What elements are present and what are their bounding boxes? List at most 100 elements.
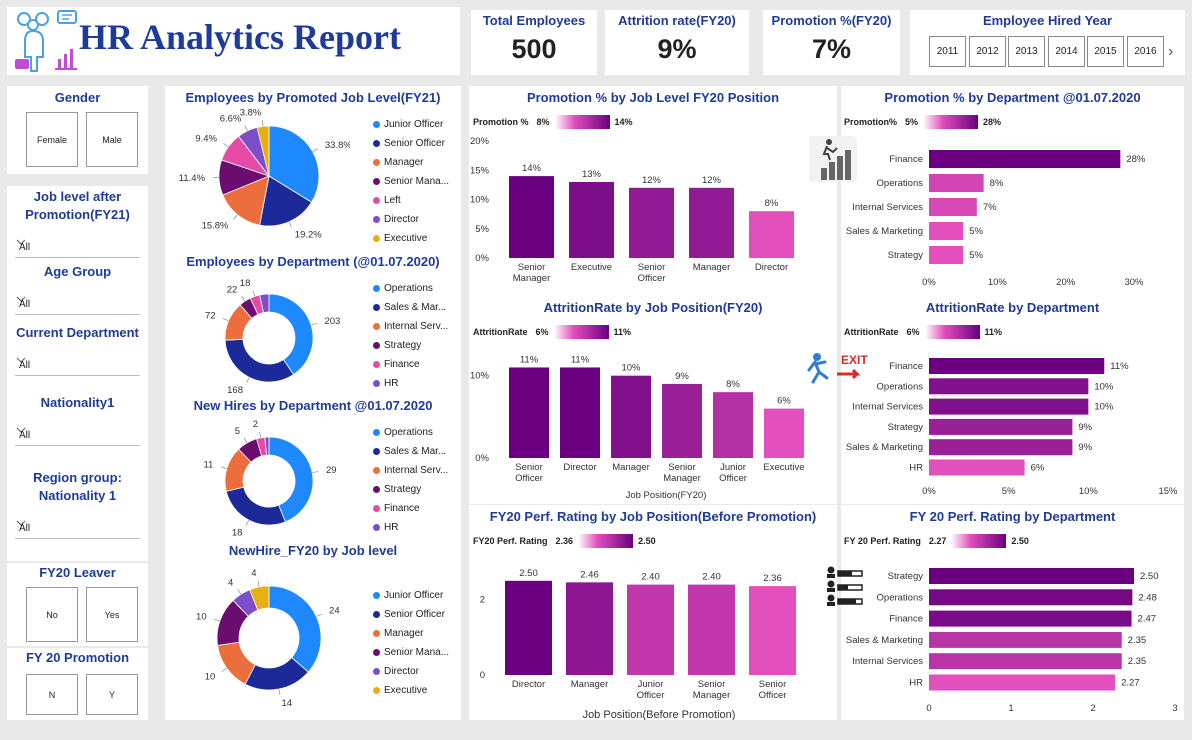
- bar-finance[interactable]: [929, 150, 1121, 168]
- bar-executive[interactable]: [764, 408, 804, 458]
- slice-sales-mar[interactable]: [225, 486, 286, 526]
- legend-item-director[interactable]: Director: [373, 210, 449, 229]
- bar-sales-marketing[interactable]: [929, 439, 1073, 456]
- legend-item-sales-mar[interactable]: Sales & Mar...: [373, 442, 448, 461]
- legend-item-executive[interactable]: Executive: [373, 229, 449, 248]
- data-label: 18: [240, 278, 251, 289]
- legend-item-hr[interactable]: HR: [373, 518, 448, 537]
- bar-finance[interactable]: [929, 358, 1105, 374]
- leaver-no-button[interactable]: No: [26, 587, 78, 642]
- legend-item-sales-mar[interactable]: Sales & Mar...: [373, 298, 448, 317]
- legend-item-director[interactable]: Director: [373, 662, 449, 681]
- job-level-dropdown[interactable]: All: [15, 236, 140, 258]
- next-years-button[interactable]: ›: [1168, 43, 1174, 60]
- chart-title: Promotion % by Job Level FY20 Position: [526, 90, 780, 105]
- legend-item-manager[interactable]: Manager: [373, 624, 449, 643]
- bar-director[interactable]: [505, 580, 552, 675]
- legend-item-finance[interactable]: Finance: [373, 499, 448, 518]
- legend-item-left[interactable]: Left: [373, 191, 449, 210]
- slice-senior-officer[interactable]: [259, 175, 313, 227]
- slice-operations[interactable]: [268, 436, 314, 523]
- data-label: 33.8%: [325, 140, 350, 151]
- x-tick-label: Senior: [759, 679, 786, 690]
- slice-executive[interactable]: [249, 585, 270, 611]
- bar-director[interactable]: [749, 211, 794, 258]
- bar-junior-officer[interactable]: [713, 392, 753, 458]
- slice-junior-officer[interactable]: [268, 585, 322, 673]
- year-button-2014[interactable]: 2014: [1048, 36, 1085, 67]
- bar-sales-marketing[interactable]: [929, 222, 964, 240]
- bar-senior-manager[interactable]: [509, 176, 554, 258]
- year-button-2013[interactable]: 2013: [1008, 36, 1045, 67]
- legend-item-hr[interactable]: HR: [373, 374, 448, 393]
- legend-item-strategy[interactable]: Strategy: [373, 480, 448, 499]
- legend-item-executive[interactable]: Executive: [373, 681, 449, 700]
- bar-senior-officer[interactable]: [509, 367, 549, 458]
- leader-line: [223, 143, 229, 148]
- bar-senior-officer[interactable]: [749, 586, 796, 675]
- bar-internal-services[interactable]: [929, 653, 1122, 670]
- age-group-dropdown[interactable]: All: [15, 293, 140, 315]
- bar-operations[interactable]: [929, 589, 1133, 606]
- x-tick-label: Director: [755, 262, 788, 273]
- region-dropdown[interactable]: All: [15, 517, 140, 539]
- bar-manager[interactable]: [611, 375, 651, 458]
- legend-item-senior-mana[interactable]: Senior Mana...: [373, 643, 449, 662]
- leaver-yes-button[interactable]: Yes: [86, 587, 138, 642]
- legend-item-manager[interactable]: Manager: [373, 153, 449, 172]
- bar-operations[interactable]: [929, 378, 1089, 395]
- slice-hr[interactable]: [264, 436, 270, 456]
- bar-operations[interactable]: [929, 174, 984, 192]
- bar-hr[interactable]: [929, 459, 1025, 476]
- bar-senior-manager[interactable]: [688, 584, 735, 675]
- promotion-n-button[interactable]: N: [26, 674, 78, 715]
- slice-junior-officer[interactable]: [268, 125, 320, 203]
- bar-manager[interactable]: [689, 187, 734, 258]
- year-button-2016[interactable]: 2016: [1127, 36, 1164, 67]
- department-dropdown[interactable]: All: [15, 354, 140, 376]
- bar-sales-marketing[interactable]: [929, 631, 1122, 648]
- legend-item-finance[interactable]: Finance: [373, 355, 448, 374]
- bar-director[interactable]: [560, 367, 600, 458]
- legend-item-internal-serv[interactable]: Internal Serv...: [373, 317, 448, 336]
- slice-hr[interactable]: [259, 293, 270, 314]
- attrition-by-position-chart: 10%0%11%SeniorOfficer11%Director10%Manag…: [470, 354, 805, 501]
- bar-hr[interactable]: [929, 674, 1116, 691]
- legend-item-strategy[interactable]: Strategy: [373, 336, 448, 355]
- bar-finance[interactable]: [929, 610, 1132, 627]
- bar-value-label: 10%: [1094, 381, 1114, 392]
- year-button-2012[interactable]: 2012: [969, 36, 1006, 67]
- bar-internal-services[interactable]: [929, 198, 977, 216]
- bar-strategy[interactable]: [929, 246, 964, 264]
- year-button-2011[interactable]: 2011: [929, 36, 966, 67]
- legend-item-operations[interactable]: Operations: [373, 423, 448, 442]
- gender-female-button[interactable]: Female: [26, 112, 78, 167]
- slice-manager[interactable]: [222, 175, 270, 226]
- legend-item-senior-officer[interactable]: Senior Officer: [373, 134, 449, 153]
- slice-operations[interactable]: [268, 293, 314, 376]
- legend-item-internal-serv[interactable]: Internal Serv...: [373, 461, 448, 480]
- legend-item-junior-officer[interactable]: Junior Officer: [373, 115, 449, 134]
- slice-sales-mar[interactable]: [224, 338, 295, 383]
- bar-strategy[interactable]: [929, 418, 1073, 435]
- dropdown-value: All: [19, 360, 31, 371]
- year-button-2015[interactable]: 2015: [1087, 36, 1124, 67]
- nationality-dropdown[interactable]: All: [15, 424, 140, 446]
- promotion-y-button[interactable]: Y: [86, 674, 138, 715]
- legend-item-senior-officer[interactable]: Senior Officer: [373, 605, 449, 624]
- legend-item-junior-officer[interactable]: Junior Officer: [373, 586, 449, 605]
- legend-item-senior-mana[interactable]: Senior Mana...: [373, 172, 449, 191]
- legend-label: Finance: [384, 359, 420, 370]
- gender-male-button[interactable]: Male: [86, 112, 138, 167]
- bar-strategy[interactable]: [929, 568, 1134, 584]
- bar-manager[interactable]: [566, 582, 613, 675]
- bar-senior-officer[interactable]: [629, 187, 674, 258]
- legend-item-operations[interactable]: Operations: [373, 279, 448, 298]
- bar-senior-manager[interactable]: [662, 383, 702, 458]
- bar-junior-officer[interactable]: [627, 584, 674, 675]
- bar-value-label: 8%: [765, 198, 779, 209]
- bar-internal-services[interactable]: [929, 398, 1089, 415]
- bar-value-label: 2.47: [1138, 614, 1157, 625]
- slicer-title: FY 20 Promotion: [25, 650, 130, 665]
- bar-executive[interactable]: [569, 181, 614, 258]
